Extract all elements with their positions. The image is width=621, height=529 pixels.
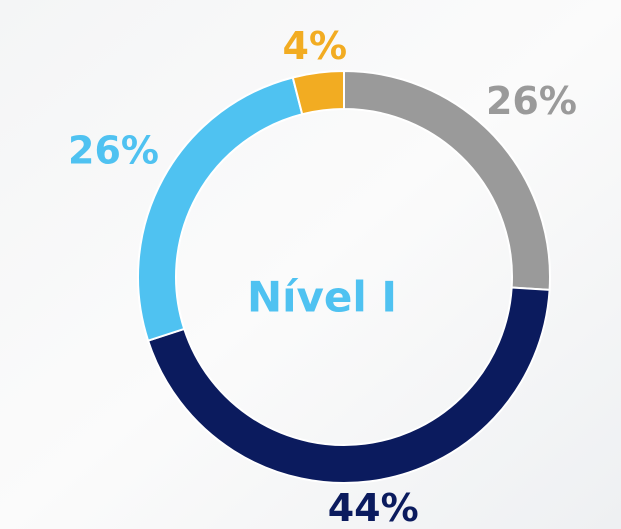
value-label: 44% <box>328 486 419 529</box>
value-label: 26% <box>486 79 577 123</box>
value-label: 26% <box>68 128 159 172</box>
value-label: 4% <box>283 24 348 68</box>
donut-segment <box>291 69 345 116</box>
center-label: Nível I <box>247 273 397 322</box>
donut-segment <box>146 286 551 484</box>
